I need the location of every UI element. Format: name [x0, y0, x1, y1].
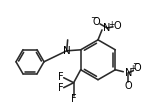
Text: F: F — [58, 72, 64, 82]
Text: O: O — [113, 21, 121, 31]
Text: +: + — [108, 20, 115, 29]
Text: −: − — [132, 59, 139, 68]
Text: N: N — [103, 23, 111, 33]
Text: N: N — [125, 68, 132, 78]
Text: N: N — [63, 46, 71, 56]
Text: F: F — [58, 83, 64, 93]
Text: O: O — [125, 81, 132, 91]
Text: F: F — [71, 94, 76, 104]
Text: −: − — [91, 13, 97, 22]
Text: O: O — [93, 17, 100, 27]
Text: +: + — [130, 64, 136, 73]
Text: O: O — [134, 63, 141, 73]
